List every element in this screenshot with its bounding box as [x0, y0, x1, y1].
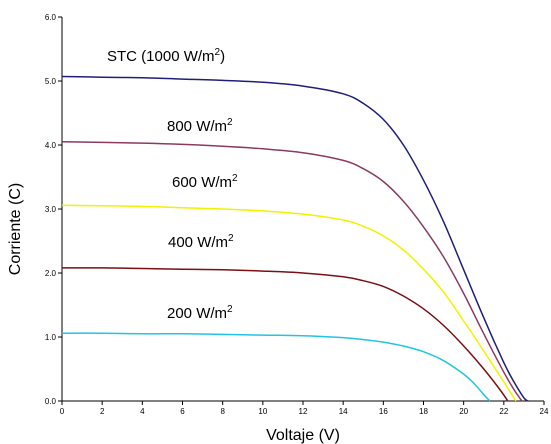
x-tick-label: 6	[180, 407, 185, 416]
x-tick-label: 8	[220, 407, 225, 416]
y-tick-label: 5.0	[45, 77, 57, 86]
series-label-superscript: 2	[228, 233, 234, 244]
y-tick-label: 3.0	[45, 205, 57, 214]
series-label-text: STC (1000 W/m	[107, 48, 215, 65]
x-tick-label: 12	[299, 407, 308, 416]
x-tick-label: 14	[339, 407, 348, 416]
y-tick-label: 2.0	[45, 269, 57, 278]
series-line-0	[61, 75, 529, 402]
series-label-0: STC (1000 W/m2)	[107, 47, 225, 65]
series-label-1: 800 W/m2	[167, 117, 233, 135]
x-tick-label: 20	[459, 407, 468, 416]
x-tick-label: 10	[258, 407, 267, 416]
series-label-4: 200 W/m2	[167, 304, 233, 322]
x-tick-label: 24	[540, 407, 549, 416]
x-tick-label: 2	[100, 407, 105, 416]
x-tick-label: 4	[140, 407, 145, 416]
series-line-1	[61, 141, 523, 402]
x-axis-title: Voltaje (V)	[266, 427, 340, 444]
x-tick-label: 16	[379, 407, 388, 416]
series-label-superscript: 2	[227, 117, 233, 128]
x-tick-label: 18	[419, 407, 428, 416]
y-tick-label: 4.0	[45, 141, 57, 150]
y-tick-label: 6.0	[45, 13, 57, 22]
series-label-text: 600 W/m	[172, 174, 232, 191]
y-tick-label: 0.0	[45, 397, 57, 406]
series-label-text: 800 W/m	[167, 118, 227, 135]
series-label-text: 200 W/m	[167, 305, 227, 322]
series-group	[61, 75, 529, 402]
series-label-2: 600 W/m2	[172, 173, 238, 191]
series-label-superscript: 2	[227, 304, 233, 315]
x-tick-label: 0	[60, 407, 65, 416]
series-line-3	[61, 267, 509, 402]
series-label-superscript: 2	[215, 47, 221, 58]
y-tick-label: 1.0	[45, 333, 57, 342]
series-label-superscript: 2	[232, 173, 238, 184]
series-label-tail: )	[220, 48, 225, 65]
x-tick-label: 22	[499, 407, 508, 416]
y-axis-title: Corriente (C)	[7, 183, 24, 275]
series-line-2	[61, 204, 517, 402]
series-label-text: 400 W/m	[168, 234, 228, 251]
axes: 0.01.02.03.04.05.06.00 2 4 6 8 10 12 14 16 18 20 22…	[45, 13, 549, 416]
series-line-4	[61, 332, 491, 402]
series-label-3: 400 W/m2	[168, 233, 234, 251]
